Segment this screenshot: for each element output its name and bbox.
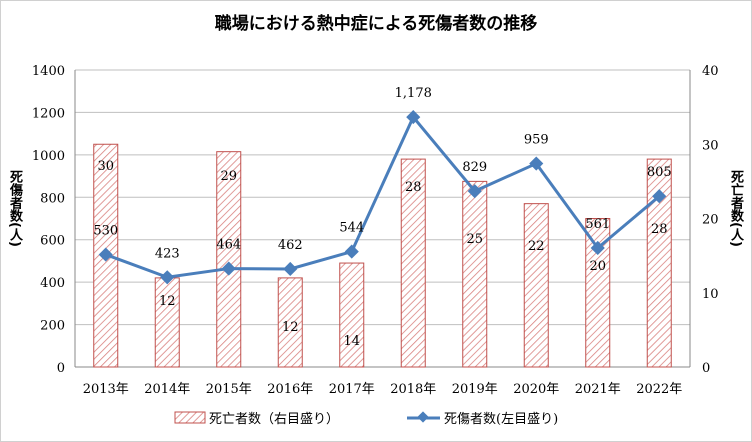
line-data-label: 544 [339,221,364,236]
line-data-label: 561 [585,217,610,232]
bar-deaths [462,180,488,368]
y-left-tick-label: 0 [57,361,65,376]
x-tick-label: 2016年 [267,382,313,397]
y-left-tick-label: 200 [40,319,65,334]
line-data-label: 829 [462,160,487,175]
line-data-label: 959 [524,133,549,148]
bar-deaths [523,203,549,368]
legend: 死亡者数（右目盛り） 死傷者数(左目盛り) [174,411,558,427]
x-tick-label: 2021年 [575,382,621,397]
line-data-label: 530 [93,224,118,239]
line-point [160,270,175,285]
bar-deaths [216,151,242,368]
line-point [344,244,359,259]
bar-deaths [400,158,426,368]
y-right-tick-label: 30 [702,138,719,153]
y-left-tick-label: 600 [40,234,65,249]
line-data-label: 805 [647,165,672,180]
bar-data-label: 12 [282,320,299,335]
line-point [590,240,605,256]
y-right-tick-label: 40 [702,64,719,79]
x-tick-label: 2018年 [390,382,436,397]
y-right-tick-label: 10 [702,287,719,302]
y-left-tick-label: 1000 [32,149,65,164]
line-point [652,189,667,204]
line-point [221,261,236,276]
x-tick-label: 2013年 [83,382,129,397]
x-tick-label: 2014年 [144,382,190,397]
bar-data-label: 29 [220,169,237,184]
bar-deaths [277,277,303,368]
y-right-axis-title: 死亡者数(人) [728,170,743,247]
y-right-tick-label: 0 [702,361,710,376]
line-casualties [105,114,661,279]
y-left-tick-label: 1400 [32,64,65,79]
y-left-axis-title: 死傷者数(人) [7,170,22,247]
bar-data-label: 25 [466,232,483,247]
bar-data-label: 20 [589,259,606,274]
line-point [529,156,544,171]
legend-label-deaths: 死亡者数（右目盛り） [209,412,339,427]
line-data-label: 464 [216,238,241,253]
bar-data-label: 30 [97,159,114,174]
y-left-tick-label: 1200 [32,106,65,121]
bar-data-label: 28 [651,222,668,237]
y-left-tick-label: 400 [40,276,65,291]
bar-data-label: 22 [528,239,545,254]
line-point [283,261,298,277]
y-right-tick-label: 20 [702,213,719,228]
line-data-label: 423 [155,246,180,261]
chart-title: 職場における熱中症による死傷者数の推移 [215,13,538,34]
line-data-label: 1,178 [395,86,432,101]
bar-deaths [154,277,180,368]
legend-swatch-deaths [174,411,206,424]
line-point [406,110,421,125]
x-tick-label: 2019年 [452,382,498,397]
bar-data-label: 14 [343,334,360,349]
line-point [467,184,482,199]
bar-deaths [339,262,365,368]
bar-data-label: 12 [159,294,176,309]
x-tick-label: 2015年 [206,382,252,397]
x-tick-label: 2022年 [636,382,682,397]
bar-data-label: 28 [405,180,422,195]
x-tick-label: 2017年 [329,382,375,397]
legend-marker-diamond [417,411,429,423]
legend-label-casualties: 死傷者数(左目盛り) [444,412,558,427]
x-tick-label: 2020年 [513,382,559,397]
y-left-tick-label: 800 [40,191,65,206]
line-data-label: 462 [278,238,303,253]
